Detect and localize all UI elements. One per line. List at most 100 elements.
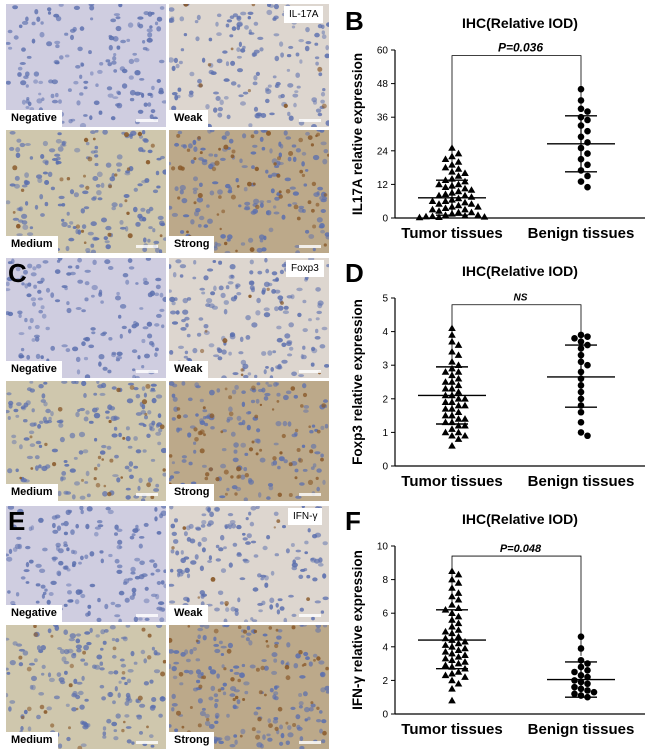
data-point-tumor — [454, 165, 463, 172]
data-point-tumor — [461, 421, 469, 429]
micrograph-il17a-negative — [6, 4, 166, 127]
tile-label-negative: Negative — [6, 605, 62, 622]
data-point-tumor — [454, 381, 463, 389]
data-point-tumor — [441, 384, 450, 392]
p-value-label: P=0.036 — [498, 41, 543, 55]
data-point-tumor — [448, 609, 456, 616]
data-point-tumor — [448, 601, 456, 608]
tile-label-negative: Negative — [6, 361, 62, 378]
data-point-tumor — [467, 193, 476, 200]
data-point-tumor — [448, 567, 456, 574]
data-point-benign — [577, 368, 585, 376]
data-point-benign — [584, 333, 591, 340]
data-point-tumor — [454, 421, 463, 429]
data-point-benign — [577, 351, 585, 359]
data-point-tumor — [461, 664, 469, 672]
panel-letter-f: F — [345, 506, 361, 536]
data-point-tumor — [441, 661, 450, 669]
micrograph-ifng-weak — [169, 506, 329, 622]
data-point-tumor — [435, 200, 443, 207]
data-point-tumor — [441, 197, 450, 204]
micrograph-il17a-weak — [169, 4, 329, 127]
x-category-label: Tumor tissues — [401, 225, 502, 242]
data-point-tumor — [441, 398, 450, 405]
data-point-tumor — [441, 648, 450, 655]
data-point-benign — [584, 361, 591, 369]
data-point-tumor — [441, 378, 450, 385]
data-point-tumor — [428, 197, 437, 204]
data-point-tumor — [454, 351, 463, 358]
data-point-tumor — [461, 211, 469, 219]
marker-label-foxp3: Foxp3 — [286, 260, 324, 277]
data-point-tumor — [448, 442, 456, 449]
data-point-tumor — [454, 595, 463, 603]
data-point-benign — [577, 685, 585, 693]
data-point-tumor — [454, 626, 463, 633]
data-point-tumor — [454, 361, 463, 368]
data-point-tumor — [454, 639, 463, 647]
tile-label-weak: Weak — [169, 361, 208, 378]
data-point-tumor — [448, 676, 456, 684]
data-point-benign — [577, 633, 585, 641]
data-point-tumor — [448, 152, 456, 160]
data-point-tumor — [435, 191, 443, 199]
data-point-benign — [571, 668, 578, 676]
data-point-tumor — [454, 341, 463, 348]
data-point-benign — [577, 105, 585, 113]
y-tick-label: 2 — [382, 676, 388, 687]
data-point-tumor — [454, 653, 463, 660]
data-point-benign — [584, 687, 591, 694]
x-category-label: Benign tissues — [528, 721, 635, 738]
data-point-tumor — [441, 204, 450, 211]
data-point-tumor — [448, 196, 456, 203]
tile-label-medium: Medium — [6, 236, 58, 253]
data-point-benign — [584, 673, 591, 681]
micrograph-il17a-medium — [6, 130, 166, 253]
data-point-tumor — [441, 418, 450, 426]
significance-bracket — [451, 55, 582, 175]
data-point-benign — [584, 183, 591, 191]
data-point-benign — [577, 672, 585, 679]
data-point-tumor — [467, 186, 476, 193]
data-point-tumor — [448, 364, 456, 372]
data-point-benign — [584, 116, 591, 124]
data-point-tumor — [448, 643, 456, 650]
data-point-benign — [571, 690, 578, 698]
data-point-tumor — [441, 211, 450, 218]
tile-label-negative: Negative — [6, 110, 62, 127]
data-point-benign — [584, 680, 591, 688]
data-point-tumor — [454, 659, 463, 667]
micrograph-foxp3-negative — [6, 258, 166, 378]
data-point-tumor — [448, 663, 456, 670]
panel-letter-d: D — [345, 258, 364, 288]
data-point-tumor — [448, 210, 456, 217]
data-point-tumor — [454, 604, 463, 611]
data-point-tumor — [441, 405, 450, 412]
data-point-tumor — [448, 411, 456, 419]
y-tick-label: 5 — [382, 294, 388, 305]
data-point-tumor — [448, 168, 456, 175]
y-tick-label: 4 — [382, 642, 388, 653]
panel-letter-c: C — [8, 258, 27, 288]
data-point-tumor — [454, 401, 463, 409]
y-tick-label: 6 — [382, 609, 388, 620]
data-point-tumor — [441, 163, 450, 171]
data-point-tumor — [480, 213, 489, 220]
data-point-tumor — [441, 190, 450, 197]
data-point-tumor — [435, 180, 443, 188]
significance-bracket — [451, 555, 582, 656]
data-point-benign — [571, 335, 578, 342]
data-point-tumor — [448, 384, 456, 392]
tile-label-medium: Medium — [6, 732, 58, 749]
data-point-benign — [584, 432, 591, 440]
y-tick-label: 0 — [382, 710, 388, 721]
chart-title: IHC(Relative IOD) — [462, 263, 578, 279]
data-point-tumor — [435, 207, 443, 214]
y-tick-label: 2 — [382, 394, 388, 405]
significance-bracket — [451, 304, 582, 361]
marker-label-ifng: IFN-γ — [288, 508, 323, 525]
data-point-tumor — [428, 205, 437, 213]
data-point-benign — [577, 395, 585, 403]
data-point-benign — [577, 663, 585, 671]
micrograph-ifng-negative — [6, 506, 166, 622]
